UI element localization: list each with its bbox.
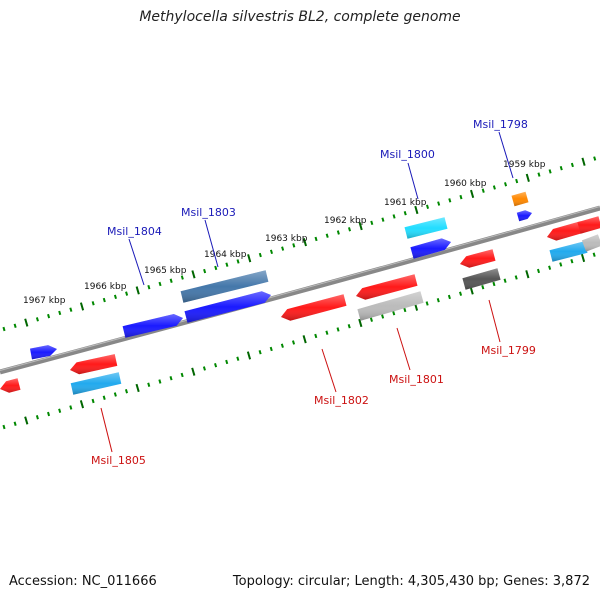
kbp-label: 1965 kbp: [144, 266, 187, 276]
gene-feature-blue[interactable]: [410, 238, 451, 259]
kbp-label: 1962 kbp: [324, 216, 367, 226]
outer-tick-row: [2, 156, 597, 332]
gene-feature-red[interactable]: [547, 221, 584, 241]
leader-line: [321, 348, 337, 393]
gene-labels: 1959 kbp 1960 kbp 1961 kbp 1962 kbp 1963 kbp…: [23, 118, 546, 467]
gene-feature-red[interactable]: [577, 216, 600, 234]
gene-feature-msil-1804[interactable]: [122, 314, 183, 338]
leader-line: [204, 219, 219, 268]
gene-feature-red[interactable]: [0, 378, 21, 393]
gene-label[interactable]: Msil_1799: [481, 344, 536, 357]
leader-line: [407, 162, 419, 200]
gene-feature-lightblue[interactable]: [549, 241, 588, 262]
leader-line: [498, 131, 514, 179]
gene-label[interactable]: Msil_1802: [314, 394, 369, 407]
gene-label[interactable]: Msil_1801: [389, 373, 444, 386]
gene-feature-msil-1801[interactable]: [357, 291, 424, 321]
scale-ticks: [2, 156, 597, 430]
gene-feature-msil-1800[interactable]: [404, 217, 448, 239]
kbp-label: 1966 kbp: [84, 282, 127, 292]
leader-line: [396, 327, 411, 371]
kbp-label: 1964 kbp: [204, 250, 247, 260]
gene-feature-red[interactable]: [460, 249, 496, 268]
gene-feature-msil-1799[interactable]: [462, 268, 501, 290]
gene-feature-lightblue[interactable]: [70, 372, 122, 395]
gene-label[interactable]: Msil_1805: [91, 454, 146, 467]
genome-stats-text: Topology: circular; Length: 4,305,430 bp…: [232, 574, 590, 589]
kbp-label: 1959 kbp: [503, 160, 546, 170]
gene-feature-blue[interactable]: [30, 345, 57, 360]
accession-text: Accession: NC_011666: [9, 574, 157, 589]
gene-feature-gray[interactable]: [581, 234, 600, 252]
kbp-label: 1963 kbp: [265, 234, 308, 244]
gene-feature-msil-1798[interactable]: [511, 191, 529, 207]
gene-label[interactable]: Msil_1804: [107, 225, 162, 238]
gene-feature-blue[interactable]: [184, 291, 272, 323]
gene-label[interactable]: Msil_1800: [380, 148, 435, 161]
kbp-label: 1961 kbp: [384, 198, 427, 208]
kbp-label: 1967 kbp: [23, 296, 66, 306]
gene-feature-msil-1805[interactable]: [70, 354, 118, 375]
inner-tick-row: [2, 252, 596, 430]
backbone-line: [0, 205, 600, 375]
gene-label[interactable]: Msil_1798: [473, 118, 528, 131]
leader-line: [128, 238, 145, 286]
gene-feature-blue[interactable]: [516, 210, 532, 222]
gene-feature-msil-1802[interactable]: [281, 294, 347, 321]
gene-label[interactable]: Msil_1803: [181, 206, 236, 219]
gene-features: [0, 191, 600, 395]
gene-feature-msil-1803[interactable]: [180, 270, 269, 303]
kbp-label: 1960 kbp: [444, 179, 487, 189]
gene-feature-red[interactable]: [356, 274, 418, 300]
genome-backbone: [0, 205, 600, 375]
leader-line: [488, 299, 501, 343]
map-title: Methylocella silvestris BL2, complete ge…: [139, 9, 461, 25]
leader-line: [100, 407, 113, 453]
